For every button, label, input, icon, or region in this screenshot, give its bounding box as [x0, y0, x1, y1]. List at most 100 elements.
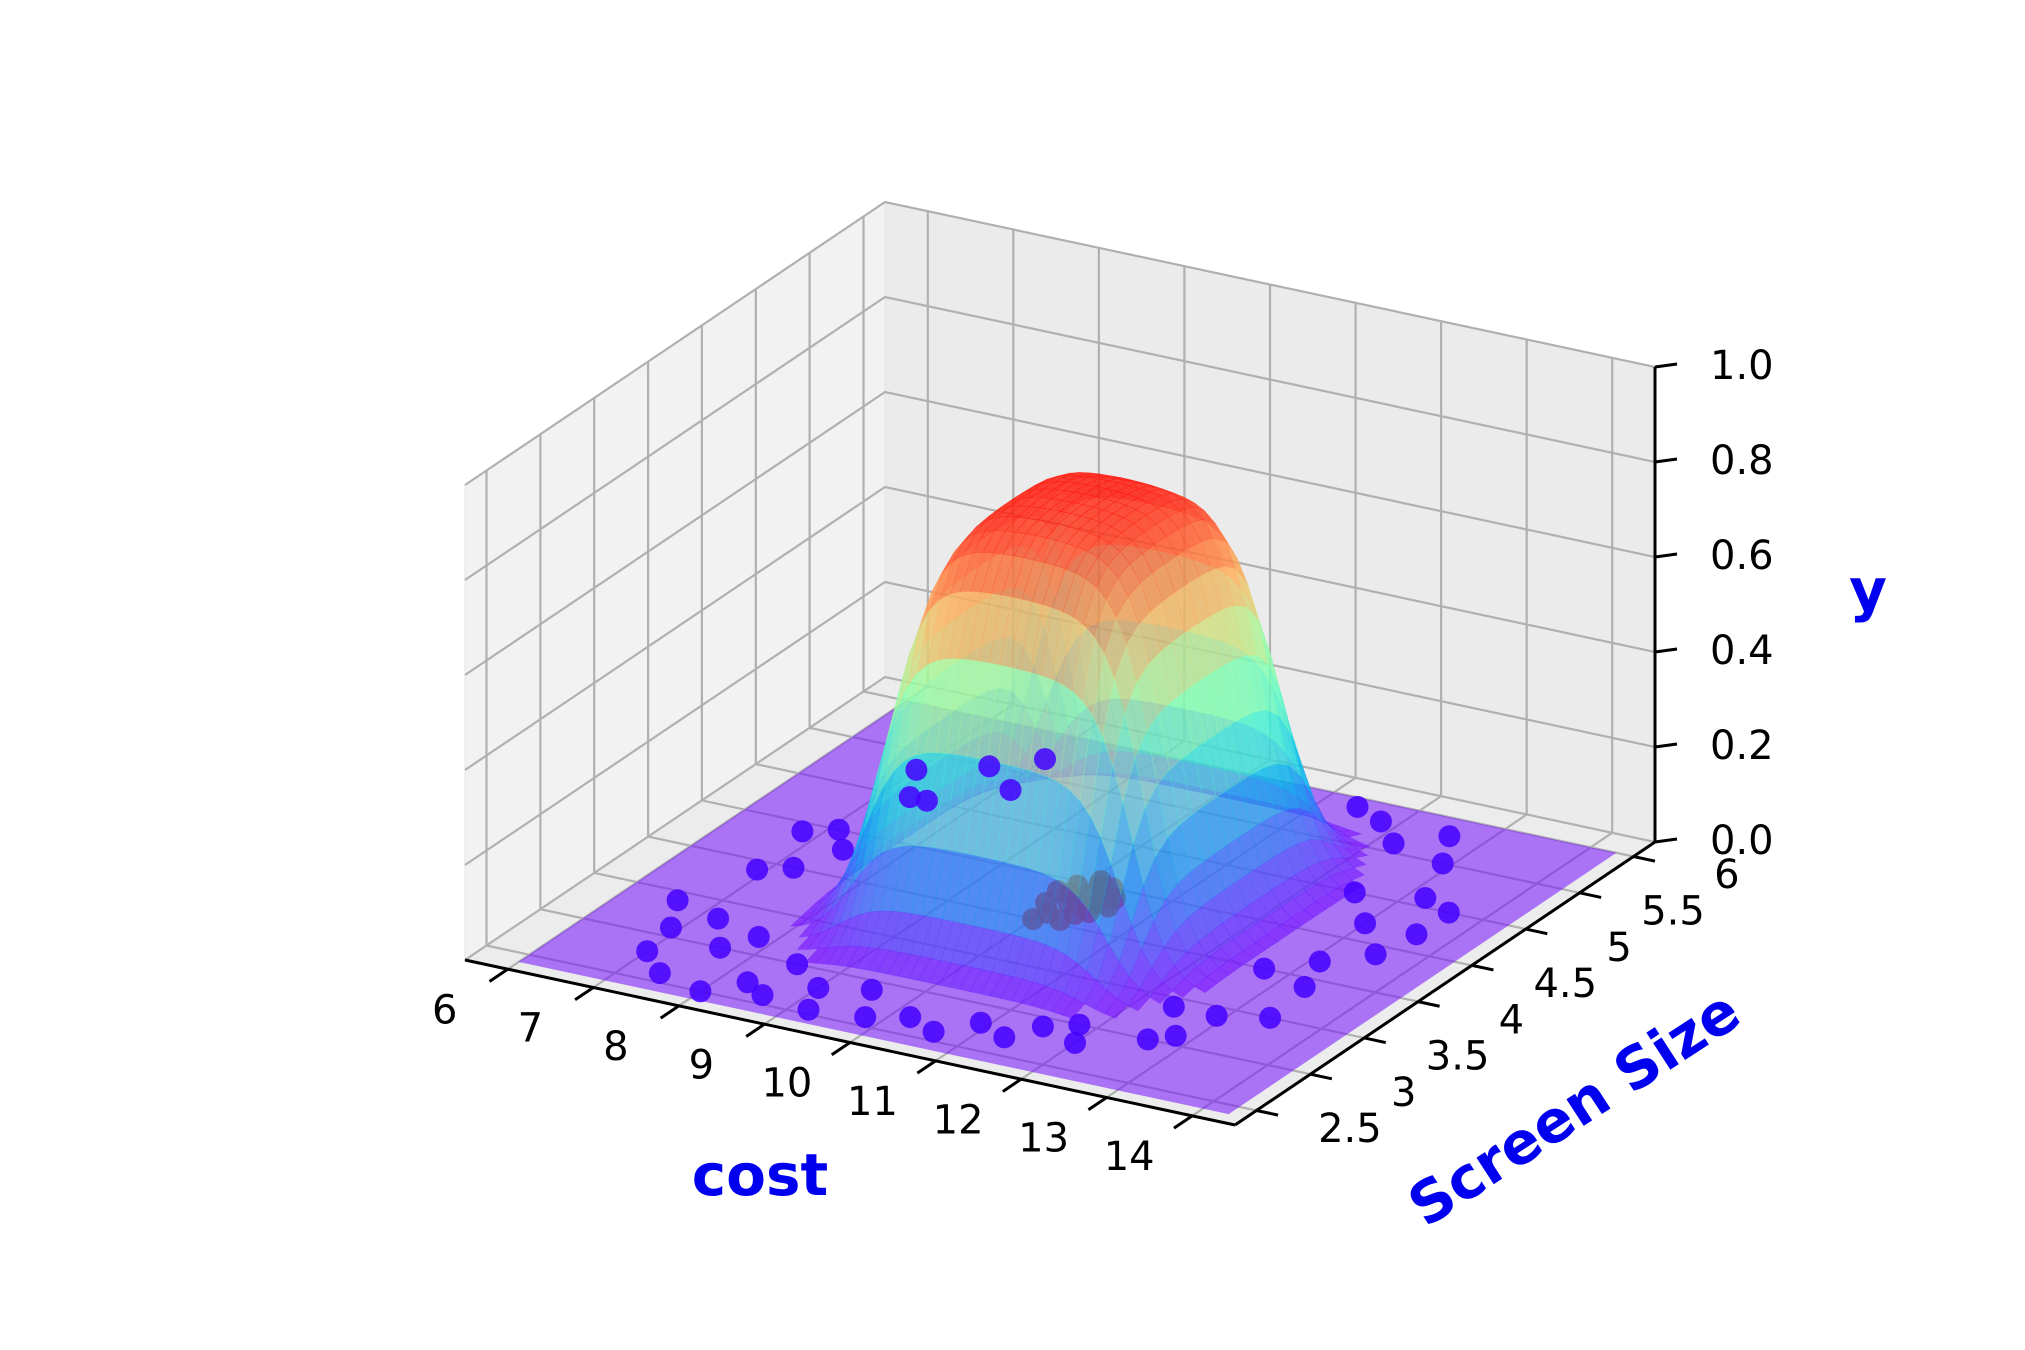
scatter-points-front — [636, 748, 1461, 1054]
scatter-point-low — [791, 820, 814, 843]
scatter-point-low — [1136, 1028, 1159, 1051]
scatter-point-low — [707, 907, 730, 930]
scatter-point-low — [899, 1006, 922, 1029]
surface-facet — [1346, 841, 1371, 851]
x-tick — [745, 1022, 766, 1038]
x-axis-title: cost — [692, 1141, 828, 1209]
scatter-point-low — [1034, 748, 1056, 771]
gridline-z — [464, 390, 1656, 676]
scatter-point-low — [999, 779, 1022, 801]
chart-tick-labels: 6 7 8 9 10 11 12 13 142.533.544.555.560.00.20.40… — [432, 343, 1774, 1180]
y-tick — [1310, 1072, 1333, 1081]
scatter-point-low — [1438, 825, 1461, 848]
x-tick — [1002, 1077, 1022, 1093]
scatter-point-low — [1346, 795, 1369, 818]
y-tick — [1363, 1036, 1387, 1044]
scatter-point-low — [898, 786, 921, 809]
scatter-point-low — [1354, 912, 1377, 935]
scatter-point-low — [797, 998, 820, 1021]
scatter-point-low — [1259, 1006, 1282, 1029]
scatter-point-low — [1405, 923, 1428, 946]
scatter-point-low — [709, 936, 732, 959]
y-tick-label: 5.5 — [1641, 889, 1705, 935]
y-tick-label: 5 — [1606, 925, 1631, 971]
z-tick-label: 1.0 — [1710, 343, 1774, 389]
gridline-z — [464, 675, 1656, 961]
y-tick-label: 3 — [1391, 1070, 1416, 1116]
y-axis-line — [1234, 840, 1656, 1127]
gridline-z — [464, 295, 1656, 581]
scatter-point-low — [827, 818, 850, 841]
y-tick-label: 3.5 — [1426, 1034, 1490, 1080]
surface-facet — [1104, 998, 1129, 1019]
scatter-point-low — [786, 953, 809, 976]
scatter-point-low — [854, 1006, 877, 1029]
x-tick — [1173, 1114, 1194, 1130]
y-tick — [1525, 927, 1548, 936]
z-tick-label: 0.0 — [1710, 818, 1774, 864]
surface-plot — [789, 472, 1371, 1019]
surface-facet — [1230, 950, 1254, 967]
scatter-point-low — [648, 962, 671, 985]
scatter-point-low — [1369, 810, 1392, 833]
x-tick-label: 9 — [689, 1042, 714, 1088]
y-tick — [1471, 963, 1494, 972]
x-tick-label: 11 — [847, 1079, 898, 1125]
x-tick — [830, 1041, 851, 1057]
scatter-point-low — [1164, 1024, 1187, 1047]
scatter-point-low — [1382, 832, 1405, 855]
scatter-point-low — [659, 916, 682, 939]
scatter-point-low — [831, 838, 854, 861]
x-tick — [574, 986, 595, 1002]
x-tick-label: 12 — [933, 1097, 984, 1143]
x-tick — [659, 1004, 680, 1020]
z-tick — [1654, 742, 1678, 749]
y-tick-label: 4 — [1499, 997, 1524, 1043]
x-tick-label: 8 — [603, 1024, 628, 1070]
scatter-point-low — [978, 755, 1001, 778]
scatter-point-low — [747, 925, 770, 948]
y-tick-label: 6 — [1714, 852, 1739, 898]
scatter-point-low — [1431, 852, 1454, 875]
z-tick-label: 0.8 — [1710, 438, 1774, 484]
scatter-point-low — [807, 976, 830, 999]
gridline-z — [464, 580, 1656, 866]
z-tick — [1654, 362, 1678, 369]
scatter-point-low — [1414, 887, 1437, 909]
gridline-z — [464, 485, 1656, 771]
x-tick-label: 10 — [761, 1061, 812, 1107]
y-axis-title: Screen Size — [1396, 976, 1751, 1240]
scatter-point-low — [1364, 943, 1387, 966]
scatter-point-low — [915, 789, 938, 812]
scatter-point-low — [905, 758, 928, 781]
z-tick — [1654, 457, 1678, 464]
y-tick-label: 2.5 — [1318, 1106, 1382, 1152]
y-tick — [1256, 1109, 1279, 1117]
scatter-point-low — [922, 1020, 945, 1043]
z-tick — [1654, 647, 1678, 654]
surface-facet — [1242, 942, 1267, 959]
scatter-point-low — [1293, 975, 1316, 998]
x-tick-label: 13 — [1018, 1116, 1069, 1162]
scatter-point-low — [666, 889, 689, 912]
scatter-point-low — [993, 1026, 1016, 1049]
x-tick-label: 6 — [432, 987, 457, 1033]
z-tick-label: 0.6 — [1710, 533, 1774, 579]
scatter-point-low — [1068, 1013, 1091, 1036]
surface-facet — [1194, 976, 1218, 994]
y-tick — [1417, 1000, 1440, 1008]
scatter-point-low — [1162, 995, 1185, 1018]
z-axis-title: y — [1849, 556, 1887, 624]
scatter-point-low — [1253, 957, 1276, 980]
y-tick-label: 4.5 — [1533, 961, 1597, 1007]
scatter-point-low — [1308, 950, 1331, 973]
z-tick — [1654, 552, 1678, 559]
surface-facet — [1061, 998, 1086, 1019]
scatter-point-low — [969, 1011, 992, 1034]
scatter-point-low — [736, 971, 759, 994]
scatter-point-low — [1343, 881, 1366, 904]
gridline-z — [464, 200, 1656, 486]
scatter-point-low — [751, 984, 774, 1007]
chart-axes — [464, 362, 1678, 1130]
